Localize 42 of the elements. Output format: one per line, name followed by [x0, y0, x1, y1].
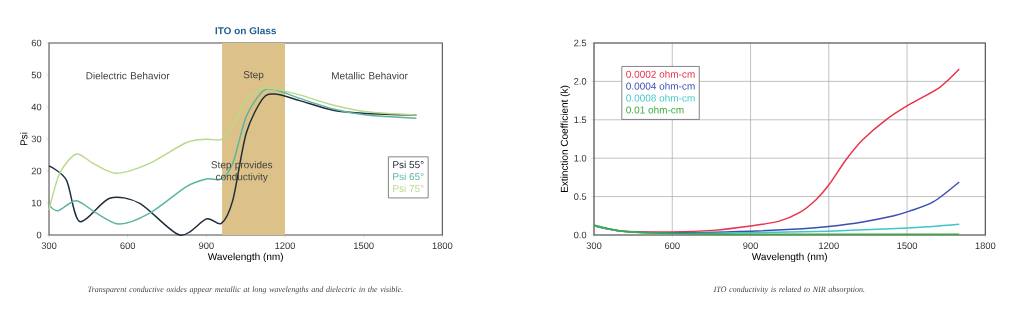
y-tick-label: 2.5	[574, 39, 587, 47]
y-tick-label: 40	[31, 103, 42, 111]
text: 0.0004 ohm-cm	[626, 82, 695, 90]
y-tick-label: 30	[31, 135, 42, 143]
y-tick-label: 20	[31, 167, 42, 175]
chart-title: ITO on Glass	[215, 26, 277, 35]
band-label: Step	[243, 71, 264, 81]
y-axis-title: Extinction Coefficient (k)	[560, 85, 570, 192]
text: ITO conductivity is related to NIR absorption.	[713, 286, 865, 294]
text: 0.0008 ohm-cm	[626, 94, 695, 102]
text: Psi 65°	[393, 172, 424, 181]
y-tick-label: 0.5	[574, 193, 587, 200]
x-tick-label: 300	[41, 242, 57, 249]
x-tick-label: 1800	[432, 242, 453, 249]
x-tick-label: 1200	[819, 242, 839, 249]
text: Psi 55°	[393, 160, 424, 169]
x-axis-title: Wavelength (nm)	[207, 252, 283, 263]
y-tick-label: 1.0	[574, 154, 587, 162]
x-tick-label: 1800	[975, 242, 996, 249]
x-tick-label: 300	[586, 242, 602, 249]
y-axis-title: Psi	[20, 132, 28, 146]
text: Psi 75°	[393, 184, 424, 193]
text: 0.01 ohm-cm	[626, 106, 684, 114]
x-tick-label: 1200	[275, 242, 296, 249]
x-tick-label: 600	[664, 242, 680, 249]
x-tick-label: 900	[743, 242, 758, 249]
y-tick-label: 1.5	[574, 116, 587, 124]
y-tick-label: 0.0	[574, 231, 587, 239]
x-tick-label: 600	[120, 242, 136, 249]
x-tick-label: 1500	[897, 242, 918, 249]
x-tick-label: 1500	[354, 242, 374, 249]
annotation: Metallic Behavior	[332, 71, 408, 80]
annotation: Dielectric Behavior	[86, 71, 170, 80]
y-tick-label: 60	[31, 39, 42, 47]
y-tick-label: 50	[31, 71, 42, 79]
text: Transparent conductive oxides appear metallic at long wavelengths and dielectric in the visible.	[88, 286, 403, 294]
text: 0.0002 ohm-cm	[626, 70, 695, 78]
y-tick-label: 0	[36, 231, 42, 239]
y-tick-label: 10	[31, 199, 42, 207]
x-tick-label: 900	[199, 242, 214, 249]
y-tick-label: 2.0	[574, 78, 587, 85]
x-axis-title: Wavelength (nm)	[751, 252, 827, 263]
